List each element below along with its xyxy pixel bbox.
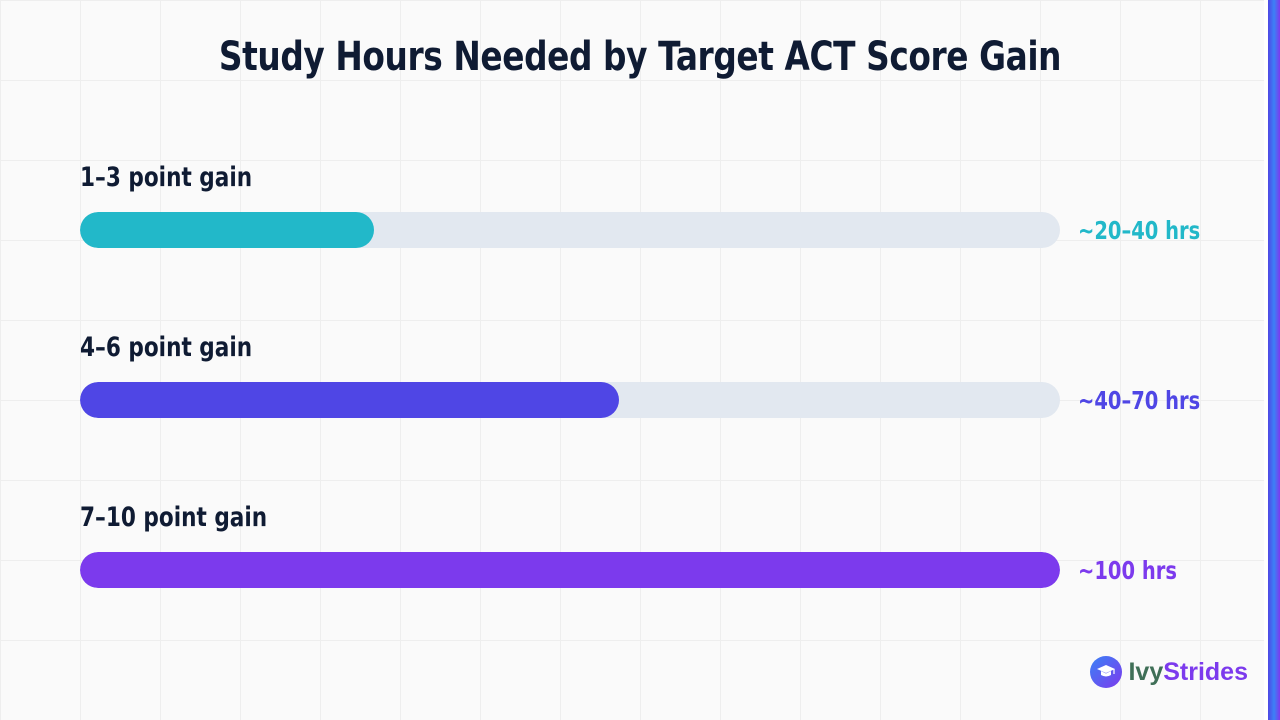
bar-track [80, 382, 1060, 418]
bar [80, 382, 619, 418]
bar [80, 212, 374, 248]
brand-logo: IvyStrides [1090, 656, 1248, 688]
category-label: 1–3 point gain [80, 162, 253, 193]
bar-row: 4–6 point gain ~40–70 hrs [80, 332, 1240, 422]
chart-title: Study Hours Needed by Target ACT Score G… [218, 34, 1062, 80]
bar [80, 552, 1060, 588]
category-label: 4–6 point gain [80, 332, 253, 363]
bar-track [80, 212, 1060, 248]
category-label: 7–10 point gain [80, 502, 268, 533]
brand-name: IvyStrides [1128, 658, 1248, 687]
bar-track [80, 552, 1060, 588]
brand-name-part1: Ivy [1128, 657, 1164, 686]
bar-row: 7–10 point gain ~100 hrs [80, 502, 1240, 592]
value-label: ~40–70 hrs [1078, 386, 1201, 415]
accent-strip [1264, 0, 1280, 720]
brand-name-part2: Strides [1163, 657, 1248, 686]
graduation-cap-icon [1090, 656, 1123, 688]
bar-row: 1–3 point gain ~20–40 hrs [80, 162, 1240, 252]
value-label: ~20–40 hrs [1078, 216, 1201, 245]
value-label: ~100 hrs [1078, 556, 1177, 585]
